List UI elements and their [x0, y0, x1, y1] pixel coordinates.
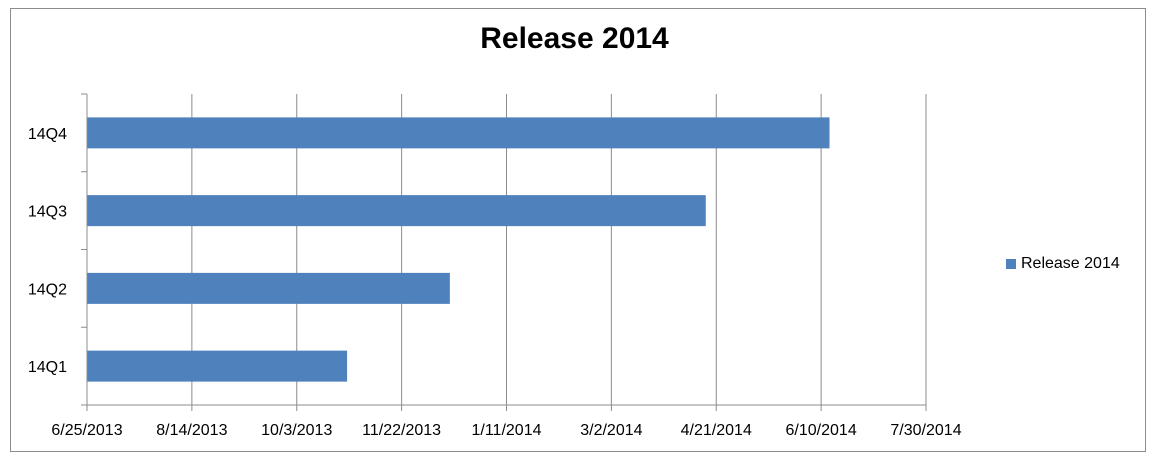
x-tick-label: 6/10/2014 — [786, 422, 857, 439]
x-tick-label: 11/22/2013 — [362, 422, 441, 439]
bar-14Q1 — [87, 350, 348, 382]
x-tick-label: 10/3/2013 — [261, 422, 332, 439]
bar-14Q2 — [87, 272, 450, 304]
x-tick-label: 3/2/2014 — [580, 422, 642, 439]
x-tick-label: 7/30/2014 — [890, 422, 961, 439]
chart-title: Release 2014 — [480, 22, 669, 55]
y-tick-label: 14Q2 — [28, 281, 67, 298]
bar-14Q3 — [87, 195, 706, 227]
legend: Release 2014 — [1006, 255, 1120, 273]
y-tick-label: 14Q3 — [28, 204, 67, 221]
x-tick-label: 4/21/2014 — [681, 422, 752, 439]
y-tick-label: 14Q4 — [28, 126, 67, 143]
legend-label: Release 2014 — [1021, 255, 1120, 272]
x-tick-label: 1/11/2014 — [472, 422, 542, 439]
x-tick-label: 8/14/2013 — [156, 422, 227, 439]
y-tick-label: 14Q1 — [28, 359, 67, 376]
bar-14Q4 — [87, 117, 830, 149]
x-tick-label: 6/25/2013 — [51, 422, 122, 439]
legend-swatch — [1006, 259, 1016, 269]
